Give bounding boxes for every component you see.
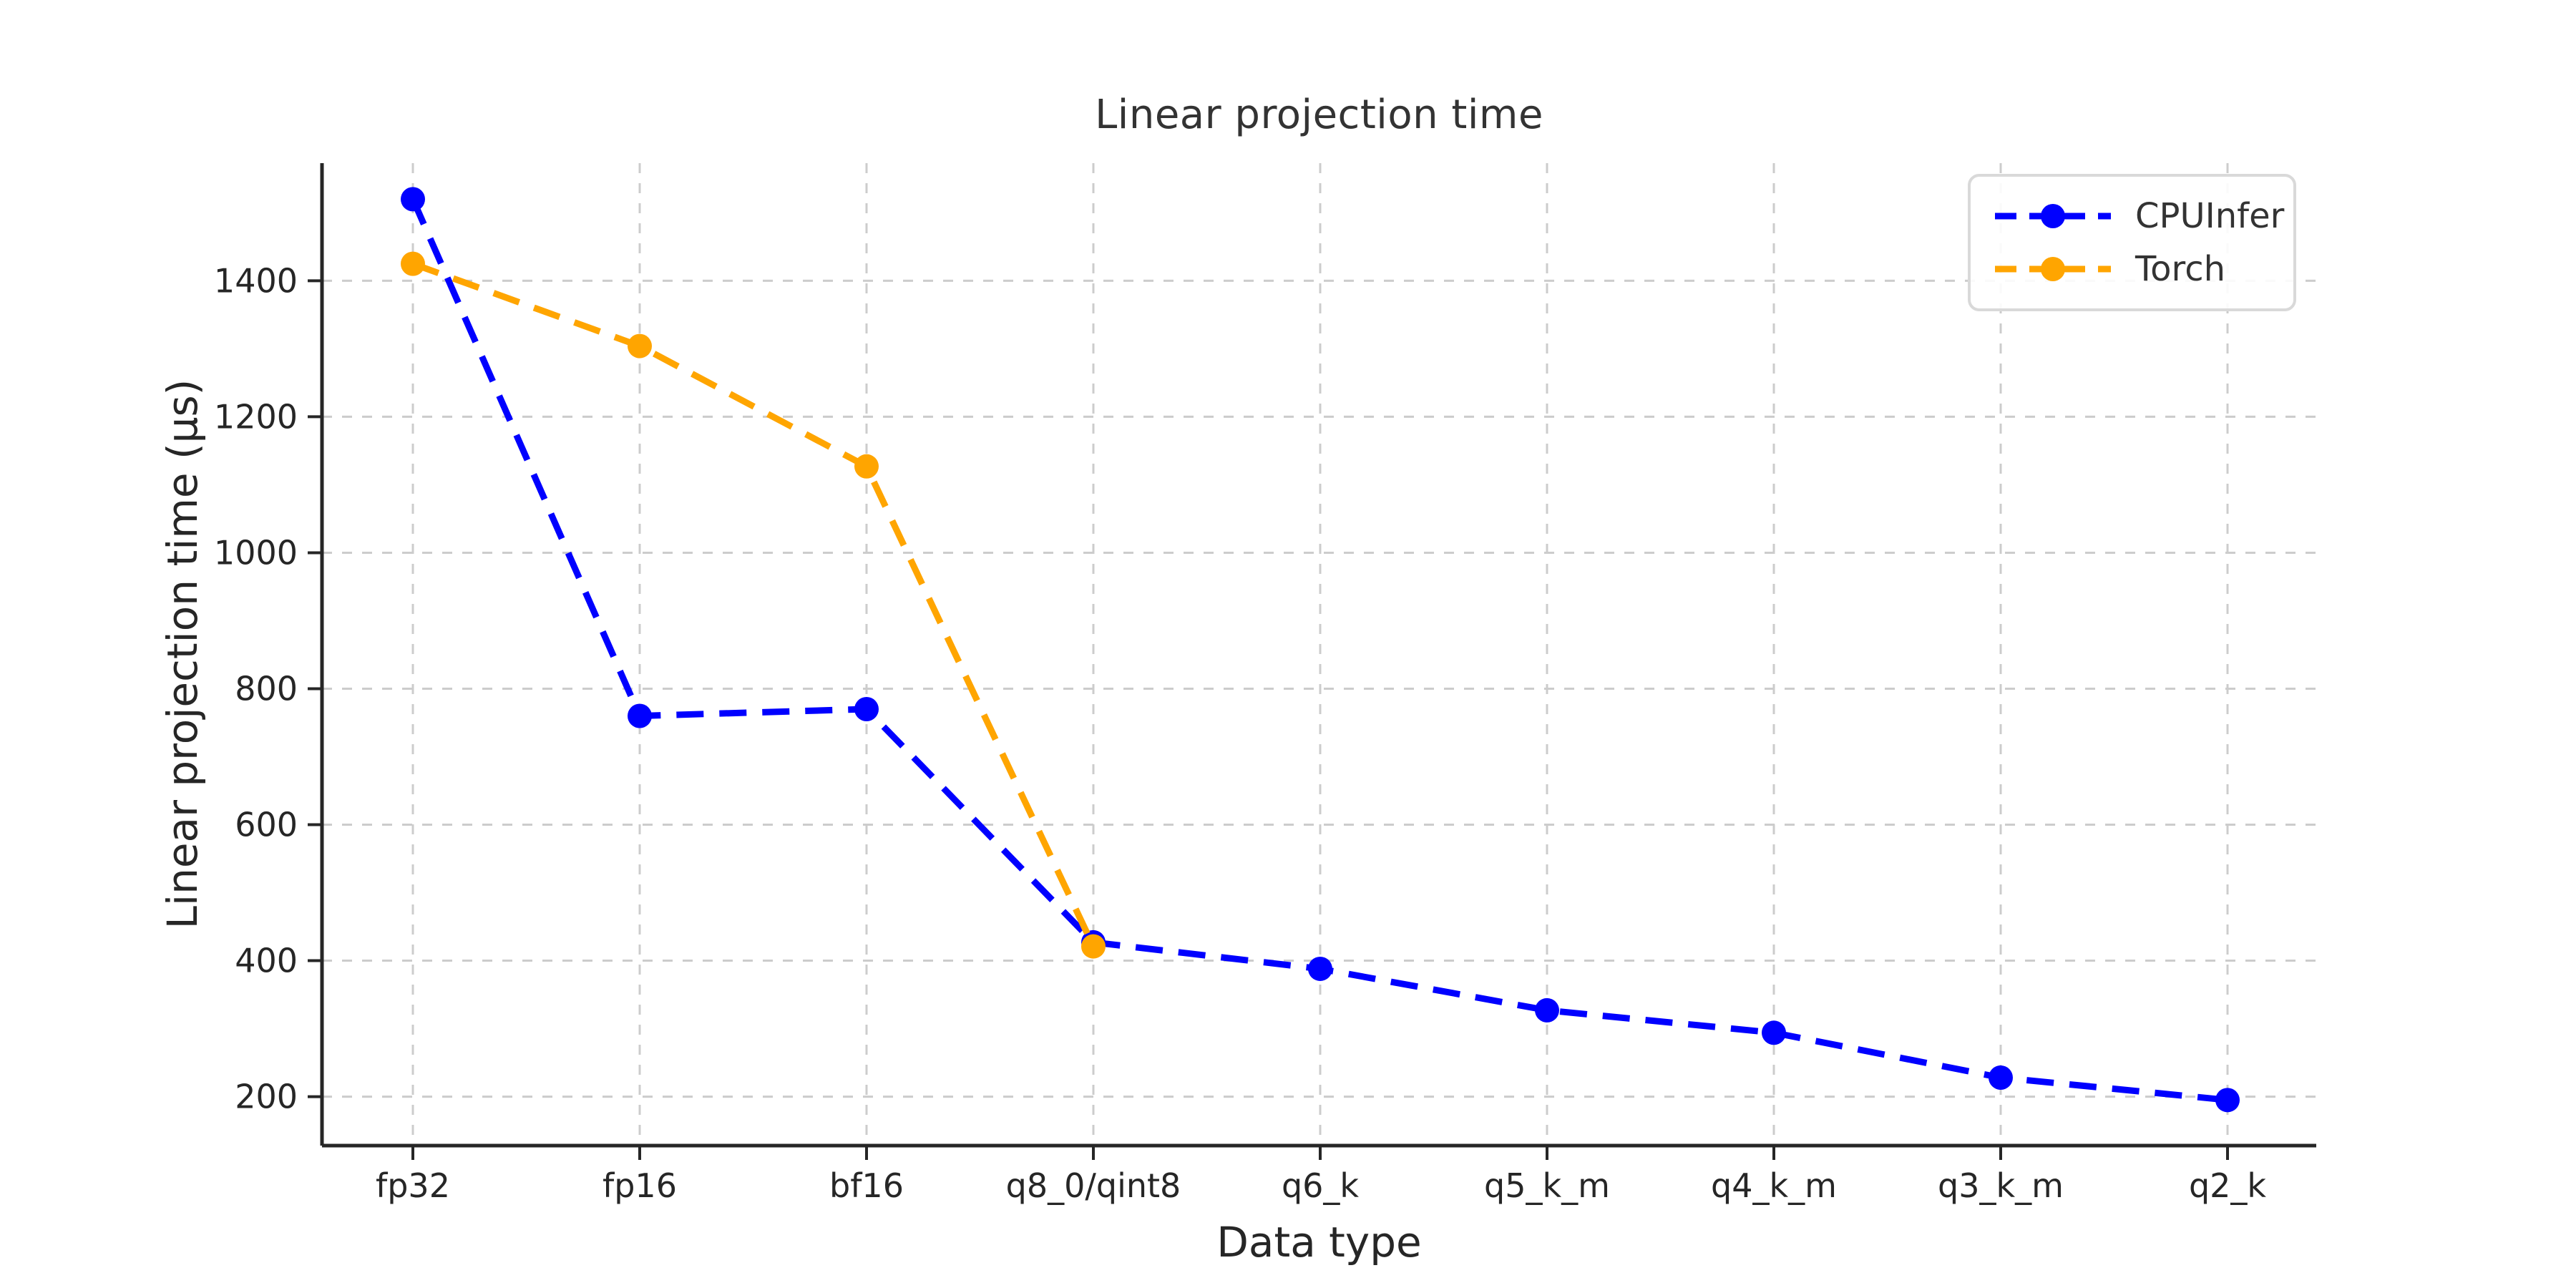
- series-line-torch: [411, 260, 1097, 948]
- legend: CPUInfer Torch: [1968, 174, 2296, 311]
- x-tick-label: q3_k_m: [1938, 1166, 2064, 1205]
- y-axis-label: Linear projection time (μs): [158, 379, 207, 930]
- legend-entry-torch: Torch: [1992, 252, 2293, 286]
- x-tick-label: bf16: [829, 1166, 904, 1205]
- data-point-cpuinfer: [1989, 1065, 2013, 1090]
- x-tick-label: q5_k_m: [1484, 1166, 1610, 1205]
- data-point-cpuinfer: [1535, 997, 1559, 1023]
- data-point-cpuinfer: [1308, 956, 1332, 981]
- legend-label: Torch: [2135, 248, 2226, 289]
- data-point-torch: [854, 454, 879, 479]
- x-tick-label: q6_k: [1282, 1166, 1359, 1205]
- y-tick-label: 800: [235, 670, 298, 708]
- y-tick-label: 400: [235, 942, 298, 980]
- y-tick-label: 600: [235, 806, 298, 844]
- x-tick-label: q4_k_m: [1711, 1166, 1837, 1205]
- legend-line-sample-cpuinfer: [1995, 204, 2111, 229]
- y-tick-label: 200: [235, 1078, 298, 1116]
- data-point-cpuinfer: [854, 696, 879, 721]
- y-tick-label: 1400: [214, 261, 298, 300]
- data-point-cpuinfer: [2215, 1088, 2240, 1113]
- data-point-cpuinfer: [401, 187, 425, 212]
- x-tick-label: q2_k: [2189, 1166, 2266, 1205]
- data-point-cpuinfer: [1762, 1020, 1786, 1045]
- data-point-torch: [1081, 934, 1106, 959]
- data-point-torch: [628, 333, 652, 358]
- y-tick-label: 1200: [214, 398, 298, 436]
- legend-label: CPUInfer: [2135, 196, 2285, 237]
- x-tick-label: fp32: [376, 1166, 450, 1205]
- data-point-torch: [401, 251, 425, 276]
- x-tick-label: fp16: [602, 1166, 677, 1205]
- x-tick-label: q8_0/qint8: [1006, 1166, 1181, 1205]
- y-tick-label: 1000: [214, 534, 298, 572]
- legend-line-sample-torch: [1995, 256, 2111, 281]
- data-point-cpuinfer: [628, 703, 652, 728]
- chart-title: Linear projection time: [1095, 92, 1543, 138]
- x-axis-label: Data type: [1216, 1218, 1422, 1267]
- legend-entry-cpuinfer: CPUInfer: [1992, 199, 2293, 233]
